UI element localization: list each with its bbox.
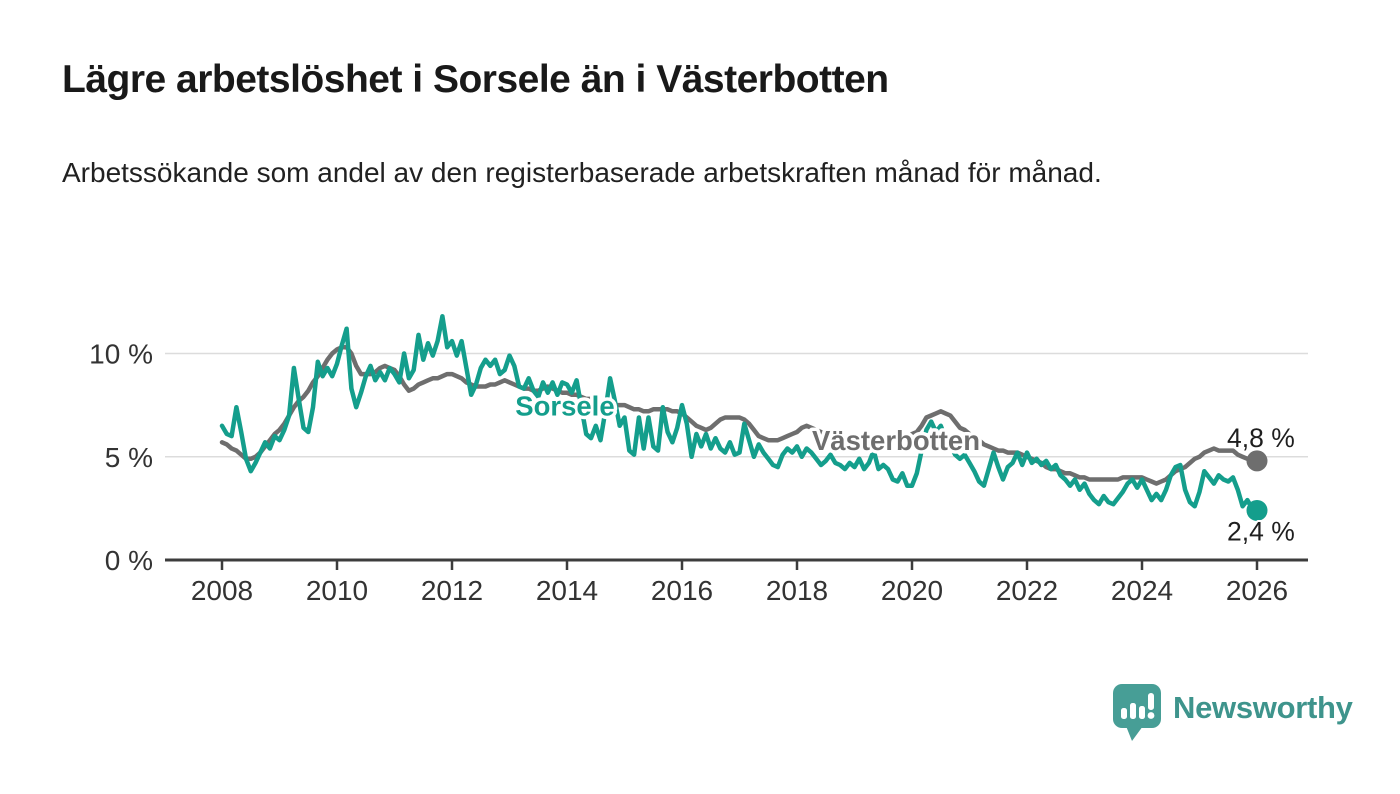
y-tick-label-5: 5 % bbox=[105, 442, 153, 473]
newsworthy-logo-text: Newsworthy bbox=[1173, 690, 1353, 725]
end-value-label-sorsele: 2,4 % bbox=[1227, 516, 1295, 546]
y-tick-label-0: 0 % bbox=[105, 545, 153, 576]
series-end-dot-sorsele bbox=[1246, 499, 1268, 521]
series-label-sorsele: Sorsele bbox=[515, 390, 614, 421]
y-tick-label-10: 10 % bbox=[89, 339, 153, 370]
series-label-vasterbotten: Västerbotten bbox=[812, 425, 980, 456]
x-tick-label-2014: 2014 bbox=[536, 575, 598, 606]
newsworthy-logo-icon bbox=[1113, 684, 1161, 741]
x-tick-label-2018: 2018 bbox=[766, 575, 828, 606]
x-tick-label-2020: 2020 bbox=[881, 575, 943, 606]
series-line-vasterbotten bbox=[219, 345, 1260, 486]
x-tick-label-2012: 2012 bbox=[421, 575, 483, 606]
page-subtitle: Arbetssökande som andel av den registerb… bbox=[62, 157, 1102, 188]
series-line-sorsele bbox=[219, 314, 1260, 513]
x-tick-label-2008: 2008 bbox=[191, 575, 253, 606]
x-tick-label-2016: 2016 bbox=[651, 575, 713, 606]
x-tick-label-2026: 2026 bbox=[1226, 575, 1288, 606]
x-tick-label-2010: 2010 bbox=[306, 575, 368, 606]
x-tick-label-2022: 2022 bbox=[996, 575, 1058, 606]
newsworthy-logo: Newsworthy bbox=[1113, 684, 1353, 744]
series-end-dot-vasterbotten bbox=[1246, 450, 1268, 472]
page-title: Lägre arbetslöshet i Sorsele än i Väster… bbox=[62, 58, 889, 101]
end-value-label-vasterbotten: 4,8 % bbox=[1227, 423, 1295, 453]
x-tick-label-2024: 2024 bbox=[1111, 575, 1173, 606]
